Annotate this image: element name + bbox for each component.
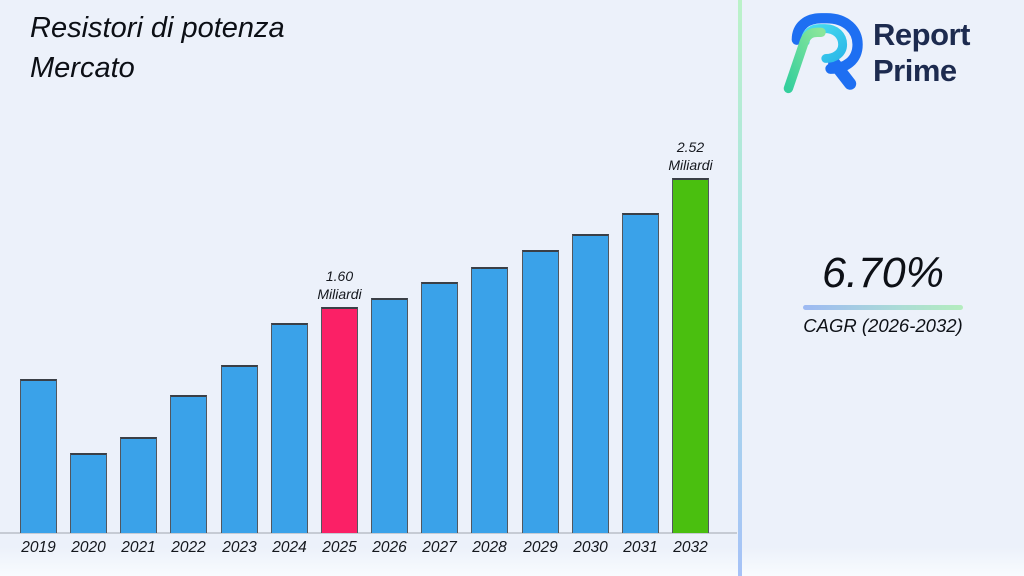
bar-2021 — [120, 437, 157, 533]
cagr-underline — [803, 305, 963, 310]
report-prime-logo: Report Prime — [776, 8, 970, 94]
x-tick-label-2020: 2020 — [71, 539, 106, 556]
page-title: Resistori di potenza Mercato — [30, 8, 285, 88]
vertical-divider — [738, 0, 742, 576]
bar-2028 — [471, 267, 508, 533]
title-line-2: Mercato — [30, 52, 135, 84]
bar-2030 — [572, 234, 609, 533]
x-tick-label-2026: 2026 — [372, 539, 407, 556]
x-tick-label-2030: 2030 — [573, 539, 608, 556]
bar-2027 — [421, 282, 458, 533]
bar-2031 — [622, 213, 659, 533]
x-tick-label-2023: 2023 — [222, 539, 257, 556]
right-panel: Report Prime 6.70% CAGR (2026-2032) — [742, 0, 1024, 576]
x-tick-label-2027: 2027 — [422, 539, 457, 556]
x-tick-label-2031: 2031 — [623, 539, 658, 556]
x-tick-label-2028: 2028 — [472, 539, 507, 556]
report-prime-wordmark: Report Prime — [873, 8, 970, 89]
x-tick-label-2032: 2032 — [673, 539, 708, 556]
logo-word-prime: Prime — [873, 53, 957, 88]
bar-2026 — [371, 298, 408, 533]
bar-2023 — [221, 365, 258, 533]
report-prime-logo-icon — [783, 13, 863, 94]
x-axis-line — [0, 532, 737, 534]
cagr-value: 6.70% — [822, 249, 944, 297]
bar-2032 — [672, 178, 709, 533]
bar-2029 — [522, 250, 559, 533]
x-tick-label-2025: 2025 — [322, 539, 357, 556]
cagr-label: CAGR (2026-2032) — [803, 315, 963, 336]
bar-2020 — [70, 453, 107, 533]
x-tick-label-2022: 2022 — [171, 539, 206, 556]
bar-value-label-2032: 2.52 Miliardi — [668, 139, 713, 173]
title-line-1: Resistori di potenza — [30, 12, 285, 44]
x-tick-label-2019: 2019 — [21, 539, 56, 556]
bar-2019 — [20, 379, 57, 533]
logo-word-report: Report — [873, 17, 970, 52]
bar-value-label-2025: 1.60 Miliardi — [317, 268, 362, 302]
bar-chart: 2019 2020 2021 2022 2023 2024 2025 2026 2027 2028… — [0, 139, 737, 556]
cagr-block: 6.70% CAGR (2026-2032) — [803, 252, 963, 337]
bar-2025 — [321, 307, 358, 533]
bar-2022 — [170, 395, 207, 533]
x-tick-label-2029: 2029 — [523, 539, 558, 556]
x-tick-label-2021: 2021 — [121, 539, 156, 556]
x-tick-label-2024: 2024 — [272, 539, 307, 556]
bar-2024 — [271, 323, 308, 533]
